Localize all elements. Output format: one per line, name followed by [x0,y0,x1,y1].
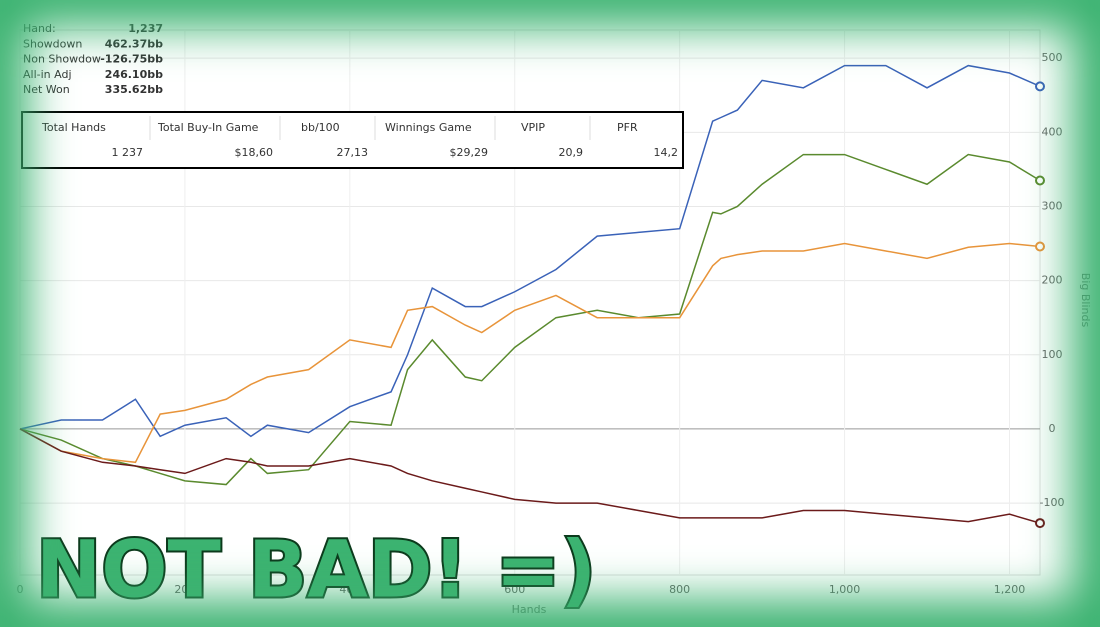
stat-label: All-in Adj [23,68,72,81]
x-tick-label: 600 [504,583,525,596]
y-tick-label: 0 [1049,422,1056,435]
caption: NOT BAD! =) [36,525,596,615]
table-header: bb/100 [301,121,340,134]
table-header: Winnings Game [385,121,472,134]
x-tick-label: 800 [669,583,690,596]
stat-label: Showdown [23,37,82,50]
series-line [19,428,1041,524]
y-tick-label: 100 [1042,348,1063,361]
stat-value: -126.75bb [100,53,163,66]
stat-label: Net Won [23,83,70,96]
stat-label: Hand: [23,22,56,35]
x-tick-label: 0 [17,583,24,596]
table-cell: $18,60 [235,146,274,159]
table-cell: 14,2 [654,146,679,159]
summary-table-box [21,111,684,169]
x-tick-label: 1,000 [829,583,861,596]
table-cell: $29,29 [450,146,489,159]
table-header: Total Hands [41,121,106,134]
table-cell: 27,13 [337,146,369,159]
table-cell: 20,9 [559,146,584,159]
x-tick-label: 1,200 [994,583,1026,596]
y-tick-label: 500 [1042,51,1063,64]
end-marker [1035,175,1045,186]
stat-value: 1,237 [128,22,163,35]
y-tick-label: -100 [1040,496,1065,509]
series-line [19,64,1041,438]
y-tick-label: 400 [1042,125,1063,138]
end-marker [1035,241,1045,252]
stats-panel: Hand: 1,237 Showdown 462.37bb Non Showdow -12… [23,22,163,96]
lines [19,64,1045,529]
end-marker [1035,81,1045,92]
summary-table: Total Hands Total Buy-In Game bb/100 Winnin… [41,116,678,159]
table-header: PFR [617,121,638,134]
table-header: Total Buy-In Game [157,121,259,134]
x-axis-label: Hands [512,603,547,616]
series-line [19,242,1041,464]
y-axis-label: Big Blinds [1079,273,1092,328]
end-marker [1035,518,1045,529]
stat-value: 246.10bb [105,68,163,81]
stat-label: Non Showdow [23,53,101,66]
series-line [19,153,1041,486]
table-header: VPIP [521,121,545,134]
stat-value: 335.62bb [105,83,163,96]
y-tick-label: 300 [1042,199,1063,212]
x-tick-label: 200 [174,583,195,596]
table-cell: 1 237 [112,146,144,159]
x-tick-label: 400 [339,583,360,596]
stat-value: 462.37bb [105,37,163,50]
y-tick-label: 200 [1042,274,1063,287]
